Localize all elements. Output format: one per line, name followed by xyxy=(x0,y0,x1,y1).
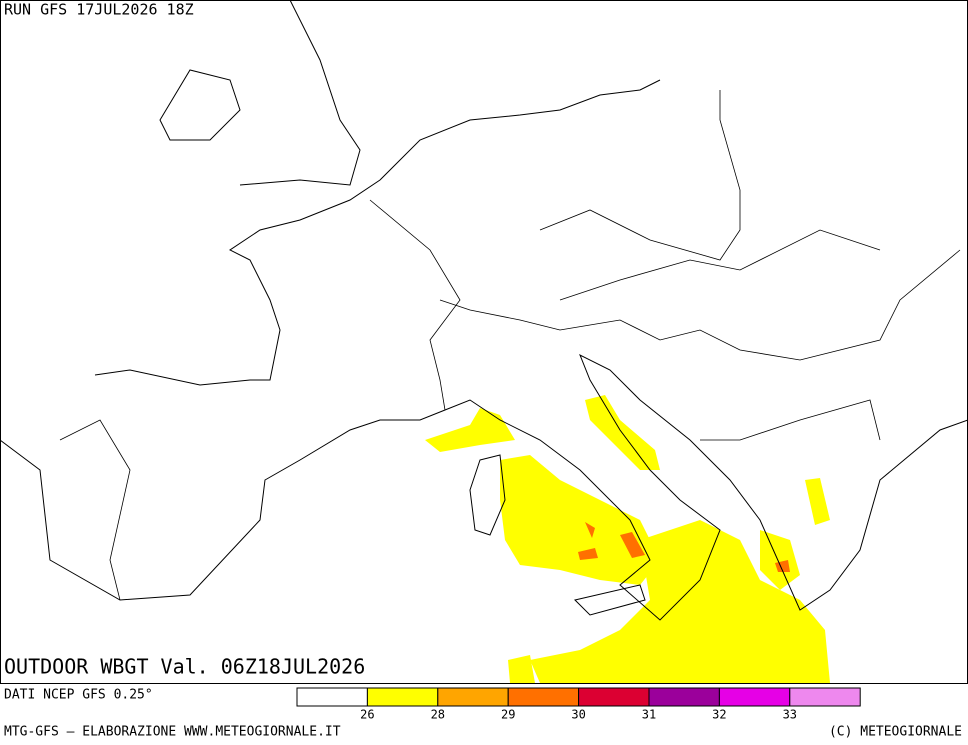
legend-label: 29 xyxy=(501,708,515,722)
coastline xyxy=(574,584,646,616)
border xyxy=(700,399,881,441)
legend-label: 31 xyxy=(642,708,656,722)
legend-label: 33 xyxy=(783,708,797,722)
coastline xyxy=(0,353,968,621)
area-26-28 xyxy=(805,478,830,525)
legend-swatch xyxy=(296,687,368,707)
coastline xyxy=(239,0,361,186)
legend-label: 32 xyxy=(712,708,726,722)
legend-swatch xyxy=(578,687,650,707)
border xyxy=(539,90,741,261)
area-26-28 xyxy=(425,408,515,452)
legend-swatch xyxy=(718,687,791,707)
wbgt-field xyxy=(425,395,830,683)
area-29-30 xyxy=(578,548,598,560)
borders xyxy=(59,90,961,601)
border xyxy=(439,249,961,361)
footer-left: MTG-GFS — ELABORAZIONE WWW.METEOGIORNALE… xyxy=(4,725,341,740)
border xyxy=(559,229,881,301)
area-26-28 xyxy=(508,655,535,683)
area-26-28 xyxy=(760,530,800,590)
coastline xyxy=(159,69,241,141)
footer-right: (C) METEOGIORNALE xyxy=(829,725,962,740)
legend-swatch xyxy=(366,687,439,707)
coastlines xyxy=(0,0,968,621)
area-29-30 xyxy=(620,532,645,558)
legend-swatch xyxy=(648,687,720,707)
legend-swatch xyxy=(507,687,580,707)
legend: 26 28 29 30 31 32 33 xyxy=(296,687,861,722)
legend-label: 28 xyxy=(431,708,445,722)
area-29-30 xyxy=(585,522,595,538)
legend-label: 26 xyxy=(360,708,374,722)
map-frame xyxy=(0,0,968,684)
area-26-28 xyxy=(530,520,830,683)
map-title: OUTDOOR WBGT Val. 06Z18JUL2026 xyxy=(4,655,365,679)
source-label: DATI NCEP GFS 0.25° xyxy=(4,688,153,703)
run-label: RUN GFS 17JUL2026 18Z xyxy=(4,1,194,19)
border xyxy=(59,419,131,601)
legend-label: 30 xyxy=(571,708,585,722)
legend-swatch xyxy=(789,687,861,707)
coastline xyxy=(469,454,506,536)
border xyxy=(369,199,461,411)
area-26-28 xyxy=(500,455,660,585)
coastline xyxy=(94,79,661,386)
legend-swatch xyxy=(437,687,509,707)
